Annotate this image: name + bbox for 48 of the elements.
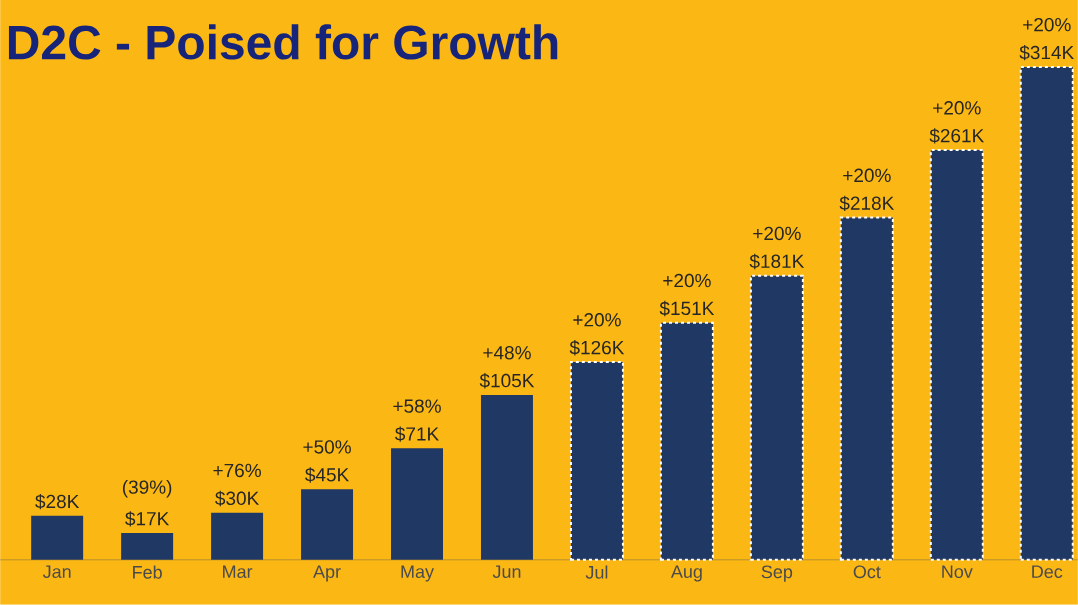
annotation: +20%: [843, 168, 891, 183]
x-tick-label: Nov: [942, 565, 973, 579]
annotation: +20%: [1023, 18, 1071, 32]
data-label: $71K: [395, 426, 439, 442]
data-label: $30K: [215, 490, 260, 507]
data-label: $28K: [35, 494, 80, 510]
bar: [211, 512, 264, 560]
data-label: $17K: [125, 511, 170, 527]
data-label: $261K: [929, 128, 985, 144]
x-tick-label: Jan: [42, 565, 71, 579]
annotation: +20%: [573, 313, 621, 327]
bar: [569, 361, 624, 561]
data-label: $181K: [749, 253, 805, 270]
x-tick-label: Dec: [1032, 565, 1063, 579]
data-label: $314K: [1019, 45, 1074, 61]
annotation: +20%: [753, 226, 801, 241]
chart-title: D2C - Poised for Growth: [8, 24, 558, 60]
x-tick-label: Sep: [761, 565, 793, 582]
bar: [839, 216, 894, 561]
bar: [391, 448, 443, 560]
bar: [929, 149, 984, 561]
data-label: $126K: [569, 340, 625, 356]
bar: [31, 515, 84, 560]
x-tick-label: Feb: [133, 565, 162, 579]
annotation: +58%: [393, 399, 441, 413]
x-tick-label: Mar: [223, 565, 253, 579]
x-tick-label: Aug: [670, 565, 702, 582]
bar: [659, 321, 714, 561]
bar: [121, 533, 174, 560]
annotation: +76%: [213, 463, 261, 478]
annotation: +50%: [303, 440, 351, 454]
data-label: $218K: [839, 195, 895, 212]
data-label: $151K: [659, 300, 715, 317]
annotation: +20%: [663, 273, 711, 288]
bar: [480, 395, 533, 560]
annotation: +20%: [933, 101, 981, 115]
x-tick-label: Oct: [853, 565, 881, 579]
x-tick-label: Apr: [313, 565, 341, 582]
x-tick-label: Jul: [585, 565, 608, 579]
x-tick-label: Jun: [492, 565, 521, 579]
data-label: $45K: [305, 467, 349, 483]
bar: [749, 274, 804, 561]
x-tick-label: May: [401, 565, 434, 582]
data-label: $105K: [479, 373, 535, 389]
bar: [1019, 66, 1074, 561]
annotation: +48%: [483, 346, 531, 360]
bar: [301, 489, 354, 560]
annotation: (39%): [122, 480, 172, 498]
